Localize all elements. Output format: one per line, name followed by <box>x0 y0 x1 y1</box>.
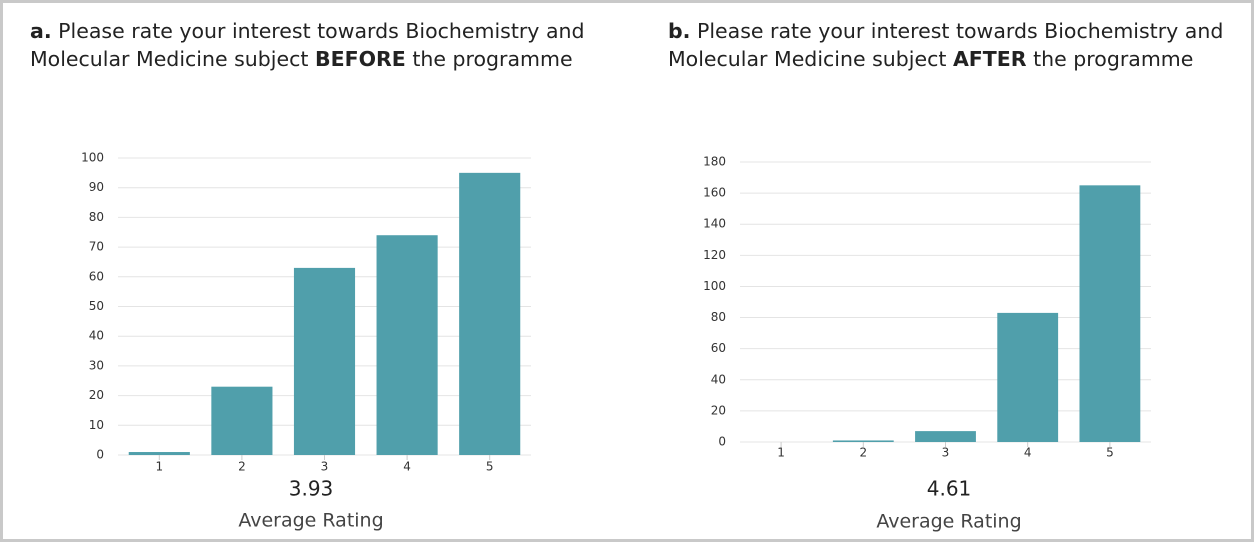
average-label: Average Rating <box>876 511 1021 533</box>
y-tick-label: 100 <box>703 279 726 293</box>
y-tick-label: 160 <box>703 186 726 200</box>
y-tick-label: 90 <box>89 180 104 194</box>
bar <box>376 235 438 455</box>
y-tick-label: 20 <box>89 388 104 402</box>
x-tick-label: 5 <box>1106 446 1114 460</box>
x-tick-label: 2 <box>238 460 246 474</box>
title-text: BEFORE <box>314 47 406 71</box>
y-tick-label: 20 <box>711 403 726 417</box>
title-text: the programme <box>412 47 573 71</box>
title-text: the programme <box>1033 47 1194 71</box>
y-tick-label: 0 <box>718 435 726 449</box>
y-tick-label: 50 <box>89 299 104 313</box>
y-tick-label: 140 <box>703 217 726 231</box>
bar <box>459 172 521 455</box>
chart-title: a. Please rate your interest towards Bio… <box>30 17 630 73</box>
x-tick-label: 3 <box>321 460 329 474</box>
y-tick-label: 120 <box>703 248 726 262</box>
x-tick-label: 4 <box>403 460 411 474</box>
title-text: AFTER <box>952 47 1027 71</box>
y-tick-label: 80 <box>89 210 104 224</box>
bar <box>832 440 894 442</box>
bar <box>211 386 273 455</box>
x-tick-label: 5 <box>486 460 494 474</box>
x-tick-label: 1 <box>155 460 163 474</box>
y-tick-label: 10 <box>89 418 104 432</box>
y-tick-label: 40 <box>89 329 104 343</box>
average-label: Average Rating <box>238 510 383 532</box>
average-value: 4.61 <box>927 477 972 501</box>
title-label: a. <box>30 19 52 43</box>
x-tick-label: 4 <box>1024 446 1032 460</box>
y-tick-label: 60 <box>711 341 726 355</box>
y-tick-label: 80 <box>711 310 726 324</box>
y-tick-label: 100 <box>81 151 104 165</box>
title-label: b. <box>668 19 691 43</box>
y-tick-label: 0 <box>96 448 104 462</box>
bar <box>1079 185 1141 443</box>
bar <box>997 312 1059 442</box>
x-tick-label: 3 <box>942 446 950 460</box>
title-text: Please rate your interest towards Bioche… <box>30 19 585 71</box>
chart-title: b. Please rate your interest towards Bio… <box>668 17 1251 73</box>
average-value: 3.93 <box>289 477 334 501</box>
bar <box>128 452 190 455</box>
y-tick-label: 70 <box>89 240 104 254</box>
bar <box>915 431 976 442</box>
x-tick-label: 2 <box>859 446 867 460</box>
title-text: Please rate your interest towards Bioche… <box>668 19 1224 71</box>
y-tick-label: 30 <box>89 358 104 372</box>
y-tick-label: 40 <box>711 372 726 386</box>
y-tick-label: 60 <box>89 269 104 283</box>
x-tick-label: 1 <box>777 446 785 460</box>
y-tick-label: 180 <box>703 155 726 169</box>
bar <box>293 267 356 455</box>
